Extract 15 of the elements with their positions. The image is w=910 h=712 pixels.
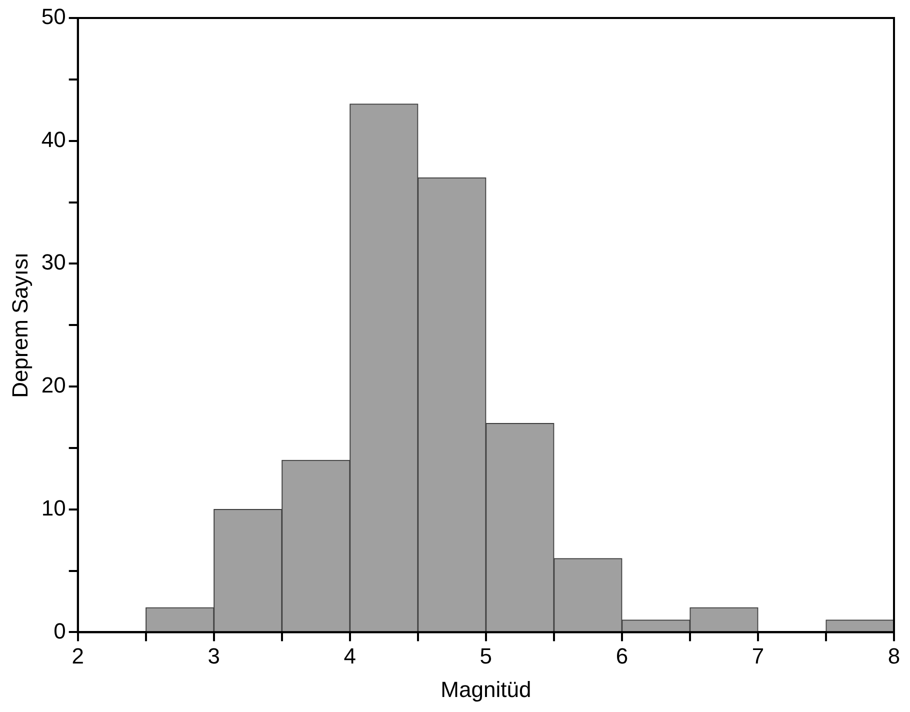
x-tick-label: 6 bbox=[616, 643, 628, 668]
x-tick-label: 4 bbox=[344, 643, 356, 668]
y-tick-label: 40 bbox=[41, 126, 66, 152]
x-tick-label: 5 bbox=[480, 643, 492, 668]
y-tick-label: 10 bbox=[41, 495, 66, 520]
y-tick-label: 30 bbox=[41, 250, 66, 275]
y-tick-label: 0 bbox=[54, 618, 66, 644]
x-tick-label: 3 bbox=[208, 643, 220, 668]
x-tick-label: 7 bbox=[752, 643, 764, 668]
x-tick-label: 2 bbox=[72, 643, 84, 668]
x-tick-label: 8 bbox=[888, 643, 900, 668]
x-axis-title: Magnitüd bbox=[440, 676, 532, 702]
y-tick-label: 50 bbox=[41, 4, 66, 30]
y-tick-label: 20 bbox=[41, 372, 66, 398]
y-axis-title: Deprem Sayısı bbox=[7, 252, 32, 398]
